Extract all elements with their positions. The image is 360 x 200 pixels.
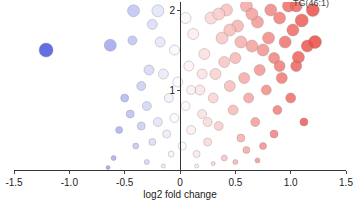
svg-text:0.5: 0.5 [228,177,242,188]
svg-text:1.0: 1.0 [284,177,298,188]
svg-text:-1.0: -1.0 [61,177,79,188]
svg-text:1.5: 1.5 [339,177,353,188]
svg-text:0: 0 [177,177,183,188]
svg-text:2: 2 [169,5,175,16]
svg-text:TG(46:1): TG(46:1) [293,0,329,8]
svg-text:-0.5: -0.5 [116,177,134,188]
svg-text:-1.5: -1.5 [5,177,23,188]
svg-text:log2 fold change: log2 fold change [143,189,217,200]
svg-text:1: 1 [169,85,175,96]
